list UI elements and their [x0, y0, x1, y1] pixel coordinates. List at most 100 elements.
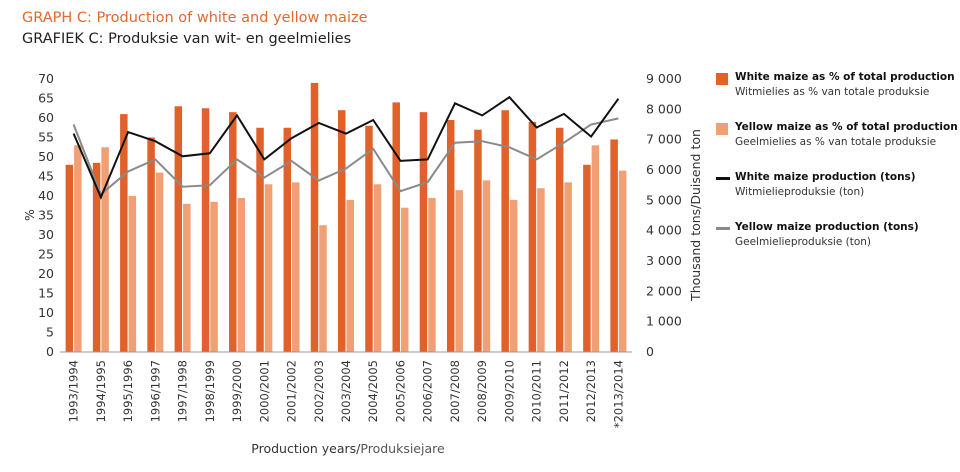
- bar-yellow-pct: [319, 225, 327, 352]
- bar-white-pct: [365, 125, 373, 352]
- line-yellow-tons: [72, 117, 619, 196]
- right-y-tick-label: 2 000: [646, 283, 682, 298]
- bar-white-pct: [229, 112, 237, 353]
- x-tick-label: 2004/2005: [366, 360, 380, 422]
- left-y-tick-label: 30: [38, 227, 54, 242]
- x-tick-label: 2002/2003: [312, 360, 326, 422]
- legend-item-yellow-tons: Yellow maize production (tons) Geelmieli…: [716, 220, 956, 270]
- x-tick-label: 1997/1998: [176, 360, 190, 422]
- legend-swatch-yellow-bar: [716, 123, 728, 135]
- right-y-tick-label: 0: [646, 344, 654, 359]
- left-y-axis: 0 5 10 15 20 25 30 35 40 45 50 55 60 65 70: [38, 71, 54, 359]
- left-y-tick-label: 0: [46, 344, 54, 359]
- chart-title: GRAPH C: Production of white and yellow …: [22, 10, 368, 26]
- bar-white-pct: [610, 139, 618, 352]
- right-y-tick-label: 3 000: [646, 253, 682, 268]
- bar-series: [65, 82, 627, 353]
- x-tick-label: 2006/2007: [421, 360, 435, 422]
- x-tick-label: 2009/2010: [502, 360, 516, 422]
- bar-yellow-pct: [455, 190, 463, 352]
- right-y-tick-label: 1 000: [646, 314, 682, 329]
- bar-yellow-pct: [591, 145, 600, 352]
- x-tick-label: 2000/2001: [257, 360, 271, 422]
- chart-subtitle: GRAFIEK C: Produksie van wit- en geelmie…: [22, 31, 352, 47]
- legend-label-en: Yellow maize production (tons): [735, 221, 919, 233]
- right-y-tick-label: 7 000: [646, 132, 682, 147]
- x-tick-label: 2005/2006: [393, 360, 407, 422]
- legend-item-white-pct: White maize as % of total production Wit…: [716, 70, 956, 120]
- bar-white-pct: [392, 102, 400, 353]
- x-tick-label: 1996/1997: [148, 360, 162, 422]
- legend-label-en: White maize as % of total production: [735, 71, 955, 83]
- bar-yellow-pct: [155, 172, 164, 352]
- left-y-tick-label: 60: [38, 110, 54, 125]
- bar-yellow-pct: [183, 203, 191, 352]
- bar-yellow-pct: [482, 180, 491, 352]
- left-y-tick-label: 45: [38, 169, 54, 184]
- bar-yellow-pct: [564, 182, 572, 352]
- x-tick-label: 2012/2013: [584, 360, 598, 422]
- legend-item-yellow-pct: Yellow maize as % of total production Ge…: [716, 120, 958, 170]
- legend-swatch-white-bar: [716, 73, 728, 85]
- legend-label-af: Witmielieproduksie (ton): [735, 186, 865, 198]
- bar-yellow-pct: [210, 201, 218, 352]
- bar-white-pct: [120, 114, 128, 352]
- bar-yellow-pct: [509, 199, 518, 352]
- bar-white-pct: [147, 137, 155, 352]
- x-tick-label: 2003/2004: [339, 360, 353, 422]
- bar-white-pct: [583, 164, 591, 352]
- right-y-tick-label: 4 000: [646, 223, 682, 238]
- left-y-tick-label: 40: [38, 188, 54, 203]
- x-axis-label-en: Production years/: [251, 441, 361, 456]
- x-tick-label: 1993/1994: [67, 360, 81, 422]
- right-y-tick-label: 5 000: [646, 192, 682, 207]
- line-series: [72, 95, 620, 200]
- bar-yellow-pct: [400, 207, 409, 352]
- bar-yellow-pct: [537, 188, 545, 352]
- x-tick-label: 1998/1999: [203, 360, 217, 422]
- legend-item-white-tons: White maize production (tons) Witmieliep…: [716, 170, 956, 220]
- x-tick-label: 2008/2009: [475, 360, 489, 422]
- bar-white-pct: [310, 82, 319, 353]
- bar-yellow-pct: [292, 182, 300, 352]
- left-y-tick-label: 65: [38, 91, 54, 106]
- x-tick-label: 1995/1996: [121, 360, 135, 422]
- right-y-axis-label: Thousand tons/Duisend ton: [688, 129, 703, 302]
- bar-white-pct: [256, 127, 264, 352]
- bar-yellow-pct: [101, 147, 109, 352]
- left-y-tick-label: 20: [38, 266, 54, 281]
- legend-label-af: Geelmielieproduksie (ton): [735, 236, 872, 248]
- legend-label-en: Yellow maize as % of total production: [735, 121, 958, 133]
- left-y-tick-label: 15: [38, 286, 54, 301]
- bar-white-pct: [283, 127, 292, 352]
- bar-white-pct: [555, 127, 564, 352]
- left-y-axis-label: %: [22, 209, 37, 221]
- right-y-tick-label: 9 000: [646, 71, 682, 86]
- legend-label-en: White maize production (tons): [735, 171, 916, 183]
- bar-white-pct: [501, 110, 509, 352]
- x-axis-label-af: Produksiejare: [360, 441, 445, 456]
- x-tick-label: 1994/1995: [94, 360, 108, 422]
- bar-white-pct: [474, 129, 482, 352]
- right-y-axis: 0 1 000 2 000 3 000 4 000 5 000 6 000 7 000 8 00…: [646, 71, 682, 359]
- x-tick-label: 2007/2008: [448, 360, 462, 422]
- bar-yellow-pct: [618, 170, 627, 352]
- left-y-tick-label: 70: [38, 71, 54, 86]
- right-y-tick-label: 6 000: [646, 162, 682, 177]
- left-y-tick-label: 50: [38, 149, 54, 164]
- left-y-tick-label: 25: [38, 247, 54, 262]
- legend: White maize as % of total production Wit…: [716, 70, 958, 270]
- x-tick-label: 2011/2012: [557, 360, 571, 422]
- bar-white-pct: [92, 162, 101, 352]
- left-y-tick-label: 55: [38, 130, 54, 145]
- left-y-tick-label: 5: [46, 325, 54, 340]
- x-tick-label: 2001/2002: [285, 360, 299, 422]
- x-axis-label: Production years/Produksiejare: [251, 441, 445, 456]
- bar-white-pct: [65, 164, 74, 352]
- right-y-tick-label: 8 000: [646, 101, 682, 116]
- legend-swatch-yellow-line: [716, 227, 730, 230]
- bar-yellow-pct: [373, 184, 382, 352]
- bar-white-pct: [338, 110, 346, 352]
- legend-swatch-white-line: [716, 177, 730, 180]
